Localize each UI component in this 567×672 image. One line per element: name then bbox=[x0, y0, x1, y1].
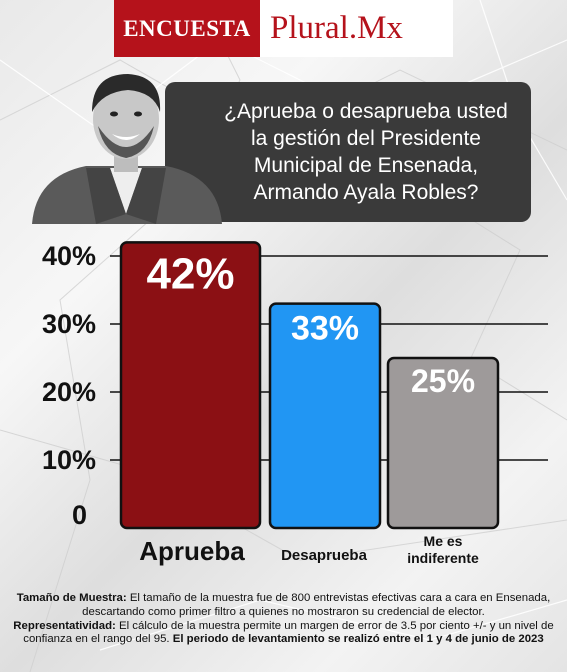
question-line-3: Municipal de Ensenada, bbox=[253, 154, 479, 177]
bar-2 bbox=[268, 302, 382, 530]
category-label: Aprueba bbox=[139, 536, 245, 566]
sample-label: Tamaño de Muestra: bbox=[16, 592, 127, 604]
y-tick-label: 20% bbox=[42, 377, 96, 407]
representativity-text: El cálculo de la muestra permite un marg… bbox=[23, 619, 554, 646]
question-line-4: Armando Ayala Robles? bbox=[253, 181, 479, 204]
methodology-footnote: Tamaño de Muestra: El tamaño de la muest… bbox=[8, 592, 559, 647]
y-tick-label: 10% bbox=[42, 445, 96, 475]
avatar-shirt bbox=[110, 168, 142, 214]
avatar-face bbox=[93, 79, 159, 159]
avatar-eye-right bbox=[134, 111, 142, 117]
y-tick-label: 30% bbox=[42, 309, 96, 339]
avatar-beard bbox=[98, 126, 154, 158]
category-label: Desaprueba bbox=[281, 547, 368, 564]
avatar-lapel-right bbox=[126, 168, 166, 224]
avatar-smile bbox=[112, 134, 140, 140]
avatar-lapel-left bbox=[86, 168, 126, 224]
brand-header: ENCUESTA Plural.Mx bbox=[114, 0, 453, 57]
bar-1 bbox=[119, 241, 262, 530]
category-label: Me es bbox=[424, 533, 463, 549]
question-line-1: ¿Aprueba o desaprueba usted bbox=[224, 100, 508, 123]
avatar-hair bbox=[92, 74, 161, 112]
sample-text: El tamaño de la muestra fue de 800 entre… bbox=[82, 592, 551, 618]
representativity-label: Representatividad: bbox=[13, 619, 116, 632]
category-label: indiferente bbox=[407, 550, 479, 566]
brand-encuesta: ENCUESTA bbox=[114, 0, 260, 57]
bar-3 bbox=[386, 356, 500, 530]
bar-value-label: 42% bbox=[146, 249, 234, 298]
question-line-2: la gestión del Presidente bbox=[251, 127, 481, 150]
period-text: El periodo de levantamiento se realizó e… bbox=[172, 633, 544, 646]
y-tick-label: 0 bbox=[72, 500, 87, 530]
bar-value-label: 25% bbox=[411, 363, 475, 399]
brand-plural-mx: Plural.Mx bbox=[260, 0, 453, 57]
avatar bbox=[32, 74, 222, 224]
avatar-eye-left bbox=[110, 111, 118, 117]
bar-value-label: 33% bbox=[291, 310, 359, 348]
y-tick-label: 40% bbox=[42, 241, 96, 271]
question-box: ¿Aprueba o desaprueba usted la gestión d… bbox=[165, 82, 531, 222]
approval-bar-chart: 0 10% 20% 30% 40% 42% 33% 25% Aprueba Desaprueb… bbox=[42, 241, 548, 566]
